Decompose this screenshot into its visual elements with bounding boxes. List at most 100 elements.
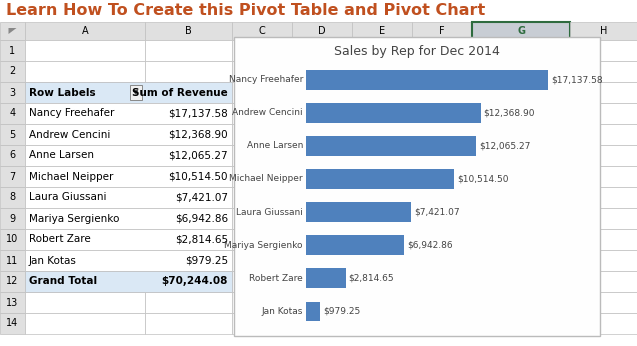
Bar	[292, 166, 352, 187]
Bar	[352, 187, 412, 208]
Bar	[25, 22, 145, 40]
Bar	[0, 229, 25, 250]
Text: 3: 3	[10, 88, 15, 98]
Bar	[472, 208, 570, 229]
Bar	[0, 82, 25, 103]
Text: $6,942.86: $6,942.86	[407, 241, 453, 250]
Bar	[412, 40, 472, 61]
Bar	[0, 313, 25, 334]
Bar	[570, 208, 637, 229]
Bar	[292, 22, 352, 40]
Bar	[472, 40, 570, 61]
Bar	[292, 61, 352, 82]
Bar	[352, 22, 412, 40]
Bar	[25, 313, 145, 334]
Bar	[306, 235, 404, 255]
Text: B: B	[185, 26, 192, 36]
Bar	[292, 292, 352, 313]
Bar	[570, 40, 637, 61]
Bar	[145, 229, 232, 250]
Bar	[25, 187, 145, 208]
Bar	[472, 61, 570, 82]
Bar	[292, 103, 352, 124]
Bar	[412, 250, 472, 271]
Bar	[145, 61, 232, 82]
Bar	[412, 187, 472, 208]
Bar	[232, 271, 292, 292]
Bar	[352, 124, 412, 145]
Bar	[472, 229, 570, 250]
Text: Learn How To Create this Pivot Table and Pivot Chart: Learn How To Create this Pivot Table and…	[6, 3, 485, 18]
Bar	[0, 187, 25, 208]
Text: $2,814.65: $2,814.65	[175, 235, 228, 245]
Bar	[232, 250, 292, 271]
Bar	[412, 61, 472, 82]
Bar	[232, 82, 292, 103]
Bar	[0, 22, 25, 40]
Text: $12,368.90: $12,368.90	[168, 129, 228, 139]
Bar	[472, 22, 570, 40]
Bar	[145, 292, 232, 313]
Bar	[306, 268, 346, 288]
Bar	[292, 124, 352, 145]
Text: $979.25: $979.25	[323, 307, 360, 316]
Bar	[0, 250, 25, 271]
Bar	[412, 313, 472, 334]
Bar	[570, 61, 637, 82]
Bar	[0, 166, 25, 187]
Text: 4: 4	[10, 109, 15, 118]
Bar	[25, 166, 232, 187]
Bar	[292, 250, 352, 271]
Text: Row Labels: Row Labels	[29, 88, 96, 98]
Text: $12,065.27: $12,065.27	[480, 141, 531, 150]
Bar	[472, 103, 570, 124]
Text: Jan Kotas: Jan Kotas	[262, 307, 303, 316]
Text: Andrew Cencini: Andrew Cencini	[233, 108, 303, 117]
Text: F: F	[439, 26, 445, 36]
Bar	[352, 313, 412, 334]
Bar	[232, 313, 292, 334]
Text: Nancy Freehafer: Nancy Freehafer	[29, 109, 115, 118]
Text: $12,368.90: $12,368.90	[483, 108, 535, 117]
Text: 2: 2	[10, 66, 16, 76]
Bar	[145, 208, 232, 229]
Bar	[570, 271, 637, 292]
Bar	[292, 40, 352, 61]
Text: 9: 9	[10, 213, 15, 224]
Text: Michael Neipper: Michael Neipper	[29, 172, 113, 182]
Bar	[306, 202, 411, 222]
Bar	[352, 271, 412, 292]
Bar	[25, 82, 145, 103]
Text: Anne Larsen: Anne Larsen	[247, 141, 303, 150]
Text: 5: 5	[10, 129, 16, 139]
Bar	[145, 250, 232, 271]
Bar	[145, 271, 232, 292]
Text: ▼: ▼	[132, 90, 138, 95]
Bar	[352, 145, 412, 166]
Text: 1: 1	[10, 46, 15, 55]
Bar	[570, 187, 637, 208]
Bar	[25, 40, 145, 61]
Bar	[234, 37, 600, 336]
Bar	[25, 187, 232, 208]
Bar	[232, 292, 292, 313]
Bar	[0, 103, 25, 124]
Bar	[352, 250, 412, 271]
Bar	[0, 271, 25, 292]
Bar	[472, 292, 570, 313]
Text: $12,065.27: $12,065.27	[168, 151, 228, 161]
Bar	[292, 271, 352, 292]
Bar	[412, 208, 472, 229]
Bar	[25, 250, 145, 271]
Bar	[25, 103, 232, 124]
Text: 13: 13	[6, 298, 18, 308]
Bar	[25, 124, 232, 145]
Bar	[25, 145, 145, 166]
Bar	[352, 82, 412, 103]
Bar	[0, 145, 25, 166]
Text: Sum of Revenue: Sum of Revenue	[132, 88, 228, 98]
Bar	[352, 103, 412, 124]
Bar	[412, 22, 472, 40]
Text: E: E	[379, 26, 385, 36]
Text: $7,421.07: $7,421.07	[175, 192, 228, 202]
